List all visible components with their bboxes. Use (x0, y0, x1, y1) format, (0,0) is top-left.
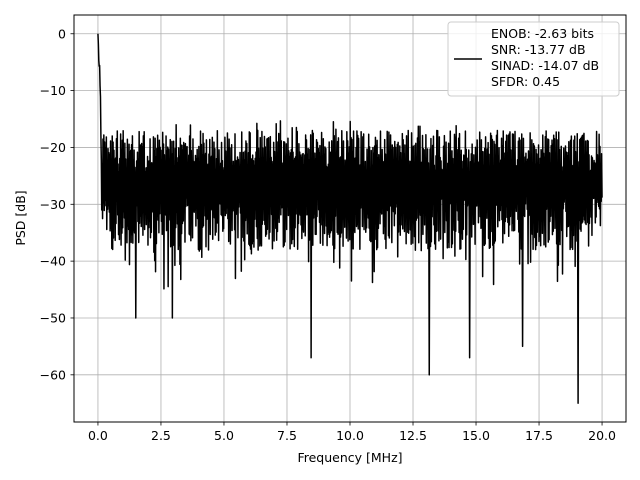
x-tick-label: 7.5 (277, 428, 297, 443)
x-tick-label: 0.0 (88, 428, 108, 443)
y-tick-label: −20 (40, 140, 66, 155)
x-tick-label: 15.0 (462, 428, 490, 443)
y-axis-ticks: 0 −10 −20 −30 −40 −50 −60 (40, 26, 74, 382)
y-tick-label: 0 (58, 26, 66, 41)
plot-frame (73, 14, 627, 423)
x-axis-ticks: 0.0 2.5 5.0 7.5 10.0 12.5 15.0 17.5 20.0 (88, 422, 616, 443)
y-tick-label: −30 (40, 197, 66, 212)
legend-entry-snr: SNR: -13.77 dB (491, 42, 586, 57)
legend-entry-sinad: SINAD: -14.07 dB (491, 58, 599, 73)
legend-entry-sfdr: SFDR: 0.45 (491, 74, 560, 89)
y-tick-label: −40 (40, 254, 66, 269)
y-tick-label: −10 (40, 83, 66, 98)
x-tick-label: 2.5 (151, 428, 171, 443)
x-axis-label: Frequency [MHz] (297, 450, 402, 465)
x-tick-label: 12.5 (399, 428, 427, 443)
x-tick-label: 5.0 (214, 428, 234, 443)
x-tick-label: 10.0 (336, 428, 364, 443)
x-tick-label: 17.5 (525, 428, 553, 443)
legend: ENOB: -2.63 bits SNR: -13.77 dB SINAD: -… (447, 21, 620, 97)
y-tick-label: −60 (40, 367, 66, 382)
psd-series-line (97, 33, 603, 404)
legend-box (447, 21, 620, 97)
legend-entry-enob: ENOB: -2.63 bits (491, 26, 594, 41)
y-tick-label: −50 (40, 310, 66, 325)
y-axis-label: PSD [dB] (13, 190, 28, 245)
x-tick-label: 20.0 (588, 428, 616, 443)
